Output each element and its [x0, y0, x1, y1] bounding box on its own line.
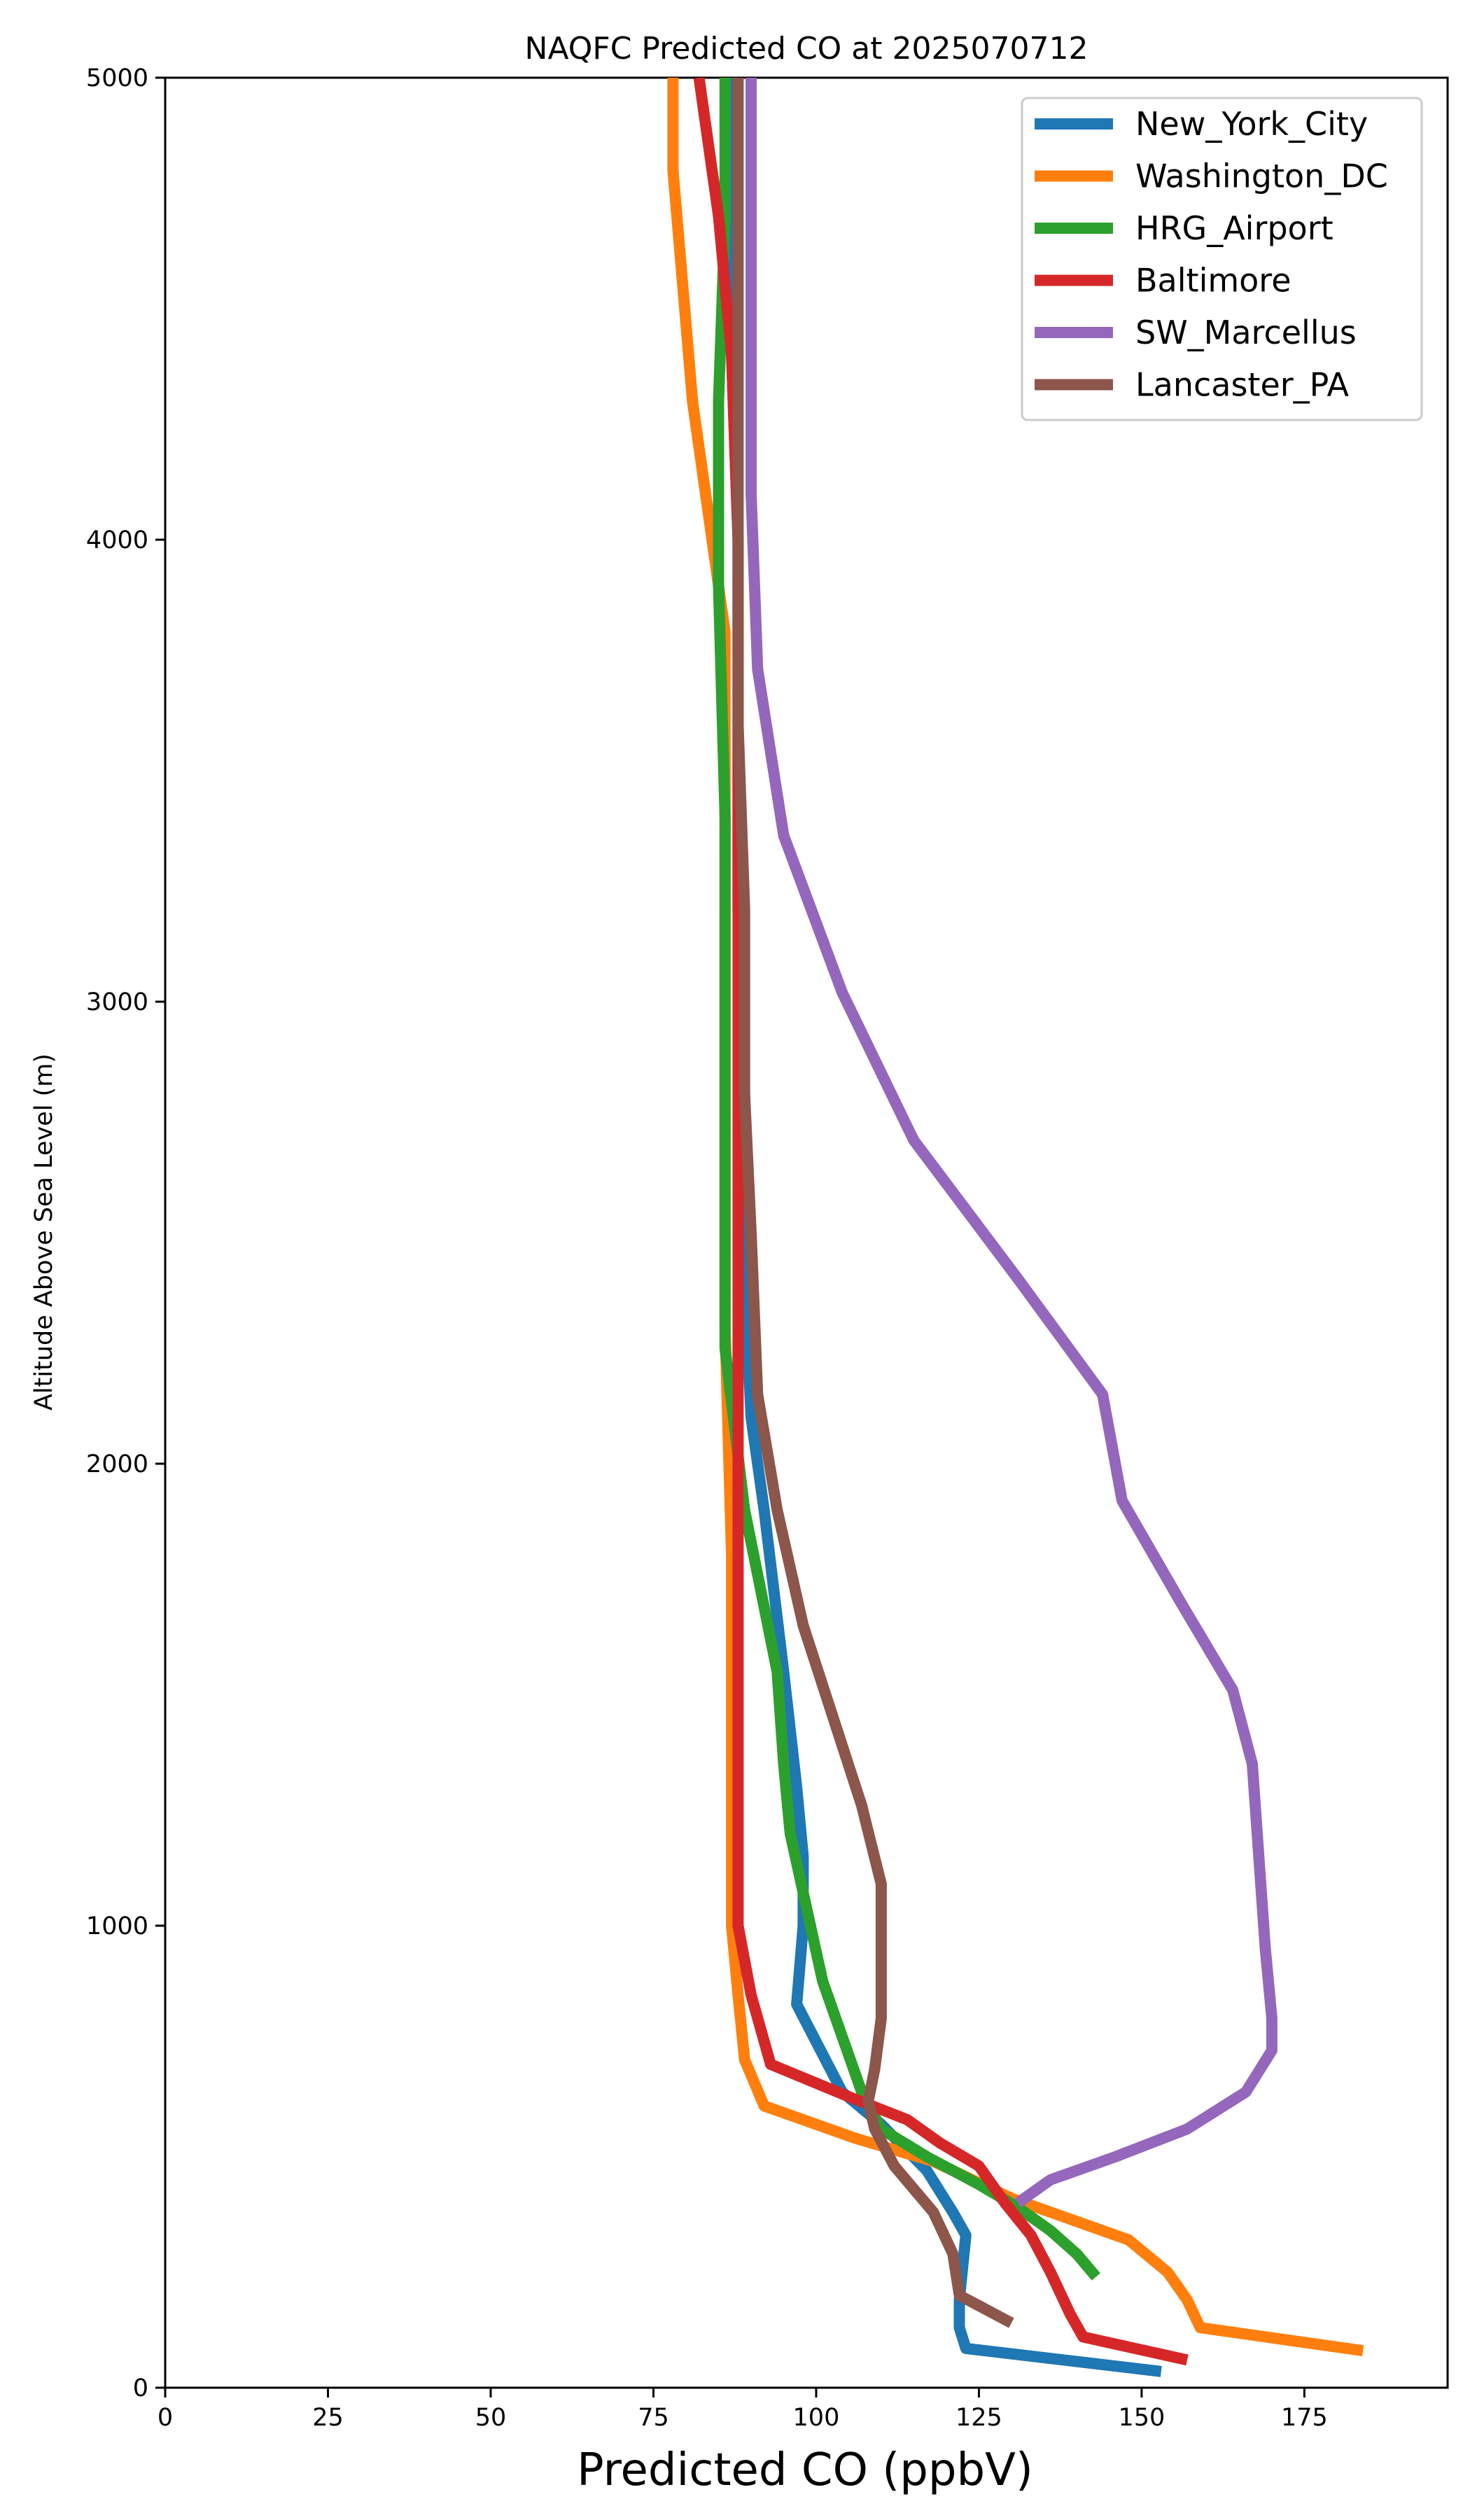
series-line-lancaster-pa	[732, 78, 1014, 2328]
legend-label: New_York_City	[1135, 105, 1368, 143]
x-tick-label: 0	[158, 2404, 173, 2432]
legend-label: HRG_Airport	[1135, 209, 1334, 247]
series-line-new-york-city	[726, 78, 1162, 2377]
series-layer	[667, 78, 1364, 2377]
x-tick-label: 175	[1281, 2404, 1328, 2432]
legend: New_York_City Washington_DC HRG_Airport Bal…	[1021, 97, 1423, 421]
x-tick-label: 150	[1119, 2404, 1166, 2432]
x-tick-label: 100	[793, 2404, 840, 2432]
x-axis-ticks: 0 25 50 75 100 125 150 175	[158, 2388, 1328, 2432]
x-tick-label: 25	[312, 2404, 344, 2432]
legend-label: Washington_DC	[1135, 158, 1388, 195]
legend-box	[1021, 97, 1423, 421]
y-axis-ticks: 0 1000 2000 3000 4000 5000	[86, 64, 165, 2402]
y-tick-label: 4000	[86, 526, 148, 554]
legend-entries: New_York_City Washington_DC HRG_Airport Bal…	[1035, 105, 1388, 404]
x-tick-label: 125	[955, 2404, 1002, 2432]
x-tick-label: 50	[475, 2404, 507, 2432]
legend-label: Baltimore	[1135, 262, 1292, 300]
chart-title: NAQFC Predicted CO at 2025070712	[525, 31, 1088, 66]
x-axis-label: Predicted CO (ppbV)	[577, 2444, 1033, 2496]
y-tick-label: 5000	[86, 64, 148, 92]
series-line-sw-marcellus	[746, 78, 1278, 2208]
x-tick-label: 75	[638, 2404, 669, 2432]
y-axis-label: Altitude Above Sea Level (m)	[30, 1054, 58, 1410]
y-tick-label: 1000	[86, 1912, 148, 1940]
legend-label: Lancaster_PA	[1135, 366, 1349, 404]
legend-label: SW_Marcellus	[1135, 314, 1357, 351]
y-tick-label: 3000	[86, 988, 148, 1016]
y-tick-label: 2000	[86, 1450, 148, 1478]
plot-area-frame	[164, 76, 1449, 2389]
y-tick-label: 0	[133, 2374, 148, 2402]
